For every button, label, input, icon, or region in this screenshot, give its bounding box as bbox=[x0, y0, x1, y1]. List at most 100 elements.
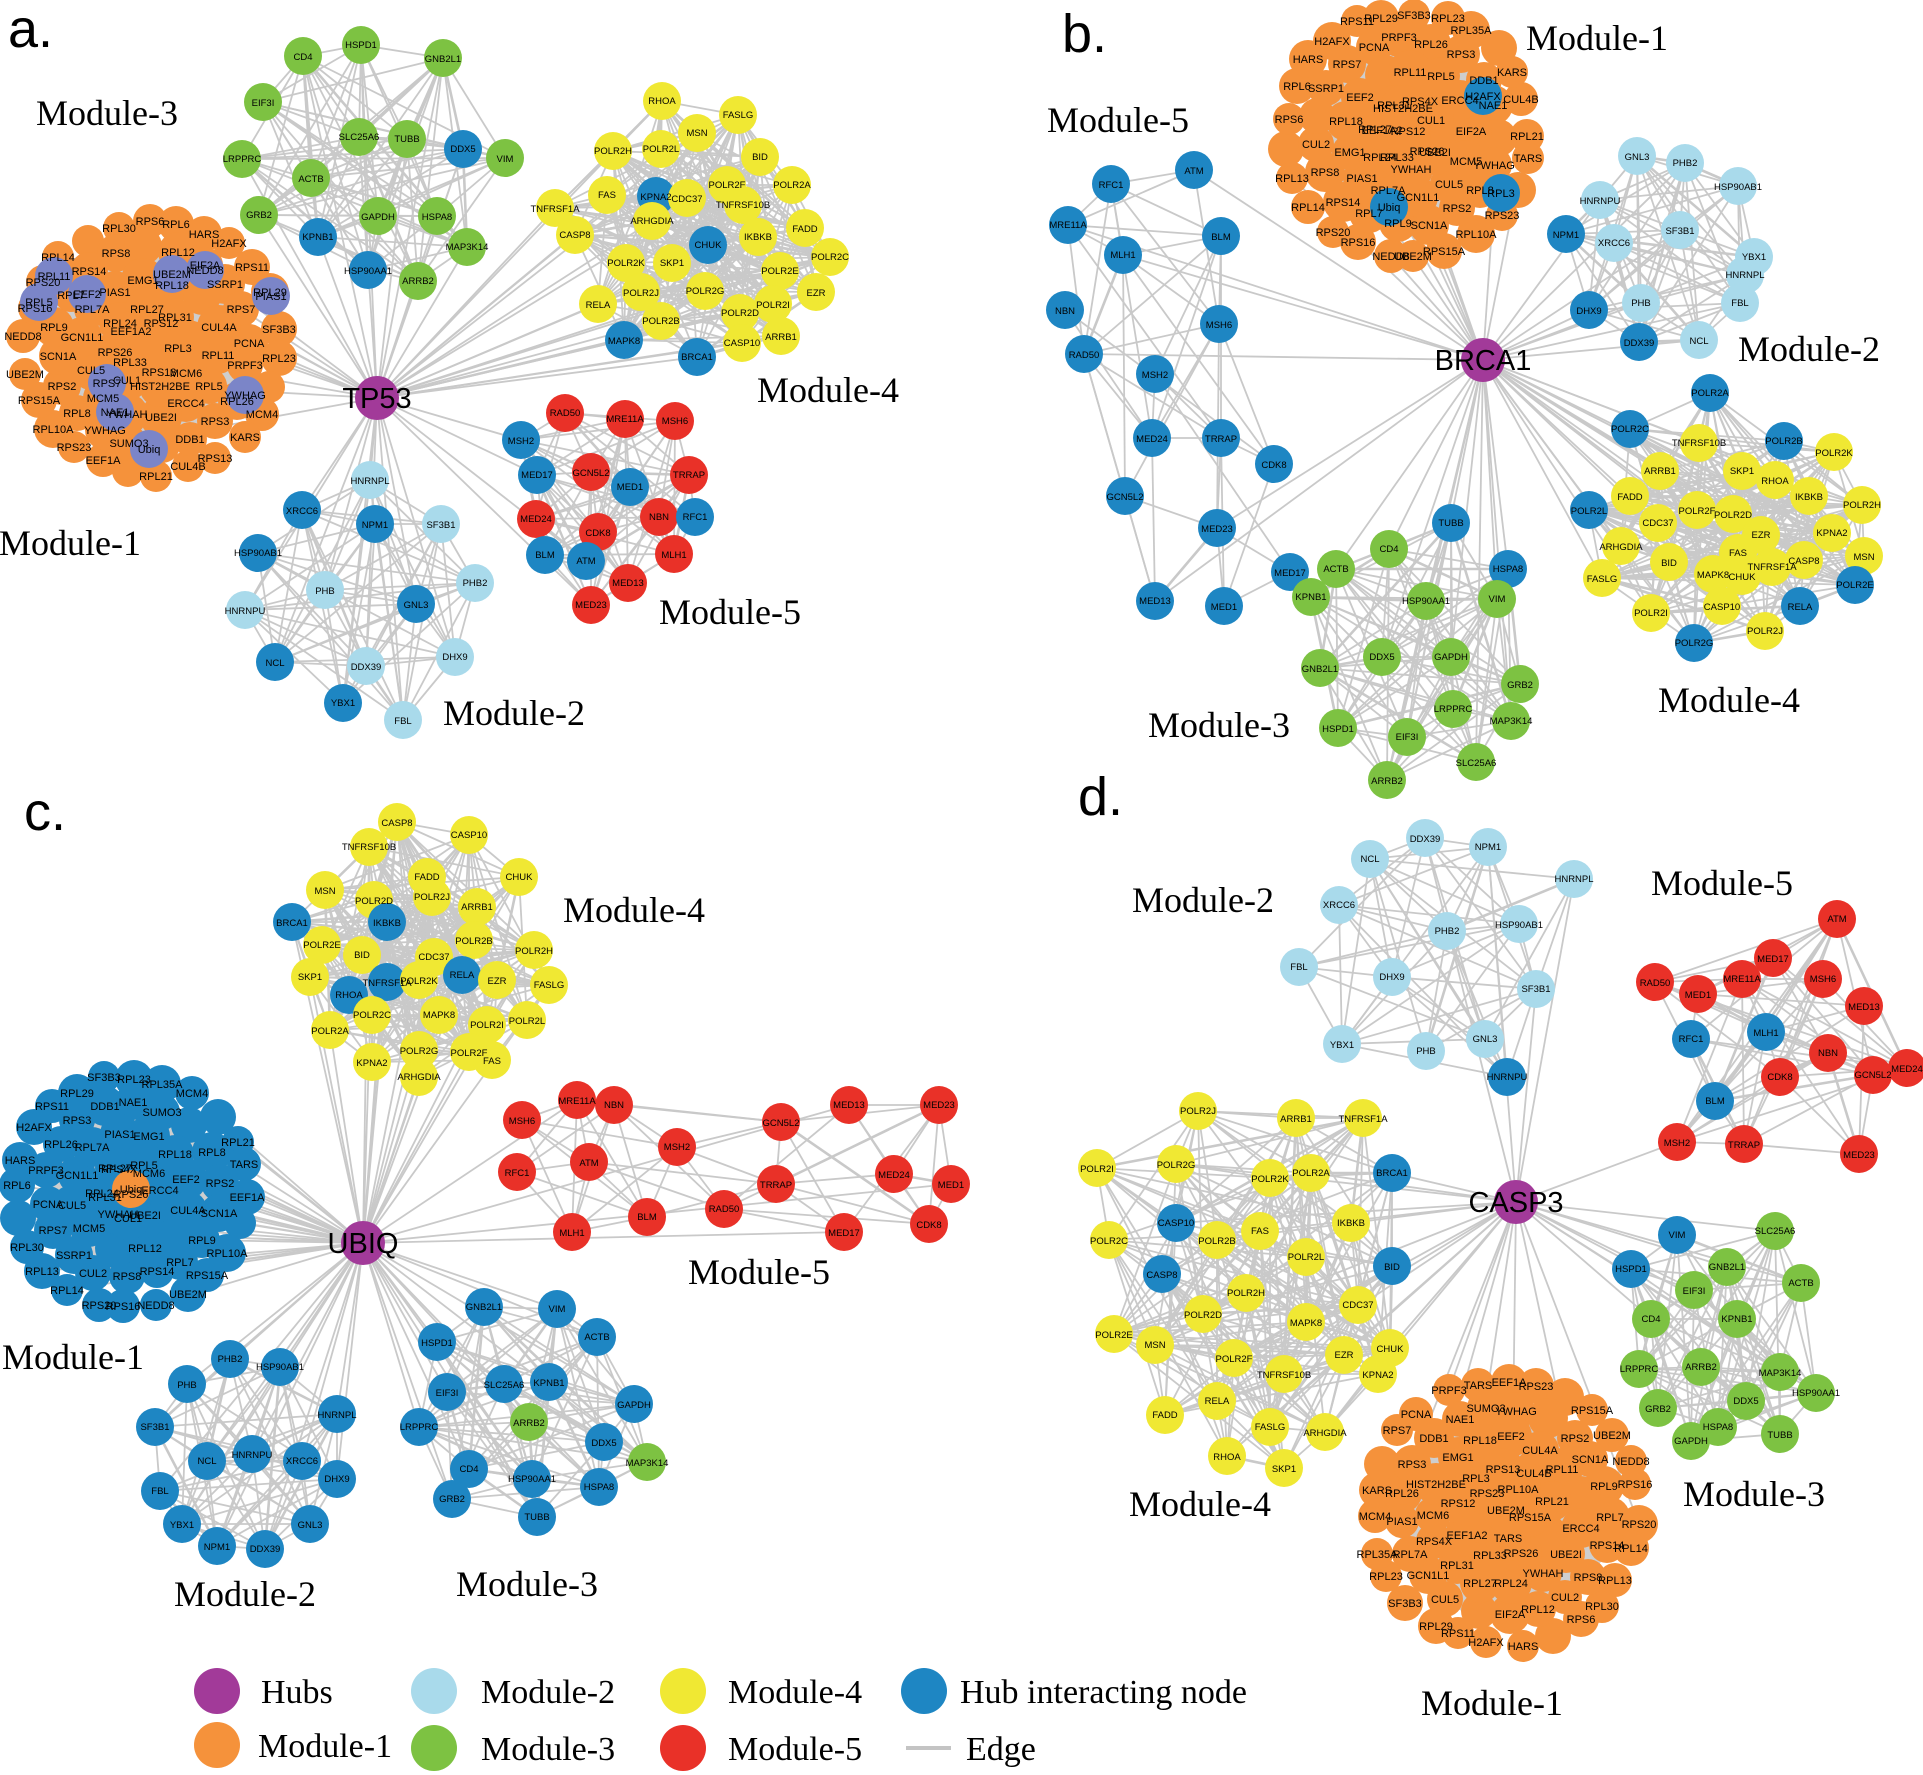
svg-text:POLR2J: POLR2J bbox=[1180, 1106, 1216, 1117]
svg-text:GNB2L1: GNB2L1 bbox=[1709, 1262, 1745, 1273]
svg-text:RPS15A: RPS15A bbox=[18, 395, 61, 407]
svg-text:EIF3I: EIF3I bbox=[1396, 732, 1419, 743]
svg-text:RPS3: RPS3 bbox=[201, 416, 230, 428]
svg-text:HNRNPU: HNRNPU bbox=[1580, 196, 1621, 207]
svg-text:FADD: FADD bbox=[792, 224, 817, 235]
svg-text:BID: BID bbox=[752, 152, 768, 163]
svg-text:XRCC6: XRCC6 bbox=[286, 506, 318, 517]
svg-text:DDB1: DDB1 bbox=[175, 434, 204, 446]
svg-text:RPS14: RPS14 bbox=[1590, 1540, 1625, 1552]
svg-text:RPS2: RPS2 bbox=[48, 381, 77, 393]
svg-text:SF3B3: SF3B3 bbox=[1388, 1598, 1422, 1610]
svg-text:POLR2H: POLR2H bbox=[1227, 1288, 1265, 1299]
svg-text:SSRP1: SSRP1 bbox=[1308, 83, 1344, 95]
svg-text:EZR: EZR bbox=[1335, 1350, 1354, 1361]
svg-text:Module-2: Module-2 bbox=[1738, 329, 1880, 369]
svg-text:CHUK: CHUK bbox=[506, 872, 534, 883]
svg-text:Module-4: Module-4 bbox=[728, 1674, 862, 1711]
svg-text:DDB1: DDB1 bbox=[1419, 1433, 1448, 1445]
svg-text:GCN1L1: GCN1L1 bbox=[61, 332, 104, 344]
svg-text:MAP3K14: MAP3K14 bbox=[1490, 716, 1533, 727]
svg-text:RPL6: RPL6 bbox=[1283, 81, 1311, 93]
svg-text:DHX9: DHX9 bbox=[324, 1474, 349, 1485]
svg-text:SUMO3: SUMO3 bbox=[109, 438, 148, 450]
svg-text:HNRNPL: HNRNPL bbox=[350, 476, 389, 487]
svg-text:RPL13: RPL13 bbox=[25, 1266, 59, 1278]
svg-text:NCL: NCL bbox=[1689, 336, 1708, 347]
svg-text:CD4: CD4 bbox=[459, 1464, 478, 1475]
svg-text:TRRAP: TRRAP bbox=[760, 1180, 792, 1191]
svg-text:RPS23: RPS23 bbox=[1519, 1381, 1554, 1393]
svg-text:RAD50: RAD50 bbox=[709, 1204, 740, 1215]
svg-text:RPL30: RPL30 bbox=[10, 1242, 44, 1254]
svg-text:ARRB2: ARRB2 bbox=[402, 276, 434, 287]
svg-text:CUL4A: CUL4A bbox=[170, 1205, 206, 1217]
svg-text:TNFRSF1A: TNFRSF1A bbox=[362, 978, 412, 989]
svg-text:MCM4: MCM4 bbox=[176, 1088, 208, 1100]
svg-text:Module-5: Module-5 bbox=[659, 592, 801, 632]
svg-text:MED23: MED23 bbox=[1843, 1150, 1875, 1161]
svg-text:SF3B1: SF3B1 bbox=[140, 1422, 169, 1433]
svg-text:TRRAP: TRRAP bbox=[673, 470, 705, 481]
svg-text:UBE2M: UBE2M bbox=[1593, 1430, 1631, 1442]
svg-text:RELA: RELA bbox=[450, 970, 475, 981]
svg-text:MCM6: MCM6 bbox=[1417, 1510, 1449, 1522]
svg-text:RPS20: RPS20 bbox=[1316, 227, 1351, 239]
svg-text:RPS11: RPS11 bbox=[35, 1101, 69, 1113]
svg-text:GRB2: GRB2 bbox=[1645, 1404, 1671, 1415]
svg-text:RPL31: RPL31 bbox=[1377, 100, 1411, 112]
svg-text:ATM: ATM bbox=[579, 1158, 598, 1169]
svg-text:PIAS1: PIAS1 bbox=[104, 1129, 135, 1141]
svg-text:MAPK8: MAPK8 bbox=[423, 1010, 455, 1021]
svg-text:RPL5: RPL5 bbox=[130, 1160, 158, 1172]
svg-text:POLR2C: POLR2C bbox=[1611, 424, 1649, 435]
svg-text:CDC37: CDC37 bbox=[671, 194, 702, 205]
svg-text:SKP1: SKP1 bbox=[660, 258, 684, 269]
svg-text:ATM: ATM bbox=[1184, 166, 1203, 177]
svg-text:RPS2: RPS2 bbox=[1561, 1433, 1590, 1445]
svg-text:RPL9: RPL9 bbox=[1384, 218, 1412, 230]
svg-text:RPS15A: RPS15A bbox=[1423, 246, 1466, 258]
svg-text:YWHAH: YWHAH bbox=[107, 409, 148, 421]
svg-text:Module-4: Module-4 bbox=[757, 370, 899, 410]
svg-text:RPL10A: RPL10A bbox=[207, 1248, 249, 1260]
svg-text:RPS16: RPS16 bbox=[18, 303, 53, 315]
svg-text:TNFRSF10B: TNFRSF10B bbox=[1257, 1370, 1311, 1381]
svg-text:RPS14: RPS14 bbox=[1326, 197, 1361, 209]
svg-text:NCL: NCL bbox=[265, 658, 284, 669]
svg-text:BRCA1: BRCA1 bbox=[1435, 345, 1532, 377]
svg-text:GAPDH: GAPDH bbox=[1674, 1436, 1708, 1447]
svg-text:RPS8: RPS8 bbox=[1311, 167, 1340, 179]
svg-text:RAD50: RAD50 bbox=[1640, 978, 1671, 989]
svg-text:RPL12: RPL12 bbox=[128, 1243, 162, 1255]
svg-text:PIAS1: PIAS1 bbox=[1386, 1516, 1417, 1528]
svg-text:SCN1A: SCN1A bbox=[1572, 1454, 1609, 1466]
svg-text:RPS6: RPS6 bbox=[136, 216, 165, 228]
svg-text:HARS: HARS bbox=[189, 229, 220, 241]
svg-text:Module-1: Module-1 bbox=[1421, 1683, 1563, 1723]
svg-text:FASLG: FASLG bbox=[723, 110, 754, 121]
svg-text:HNRNPL: HNRNPL bbox=[1725, 270, 1764, 281]
svg-text:CASP8: CASP8 bbox=[1146, 1270, 1177, 1281]
svg-text:Ubiq: Ubiq bbox=[120, 1184, 143, 1196]
svg-text:POLR2L: POLR2L bbox=[1288, 1252, 1324, 1263]
svg-text:MED24: MED24 bbox=[878, 1170, 910, 1181]
svg-text:HNRNPU: HNRNPU bbox=[225, 606, 266, 617]
svg-text:RPS14: RPS14 bbox=[140, 1266, 175, 1278]
svg-text:EMG1: EMG1 bbox=[1334, 147, 1365, 159]
svg-text:MCM5: MCM5 bbox=[87, 393, 119, 405]
svg-text:RPL21: RPL21 bbox=[1535, 1496, 1569, 1508]
svg-text:MED1: MED1 bbox=[617, 482, 643, 493]
svg-text:RPS3: RPS3 bbox=[63, 1115, 92, 1127]
svg-text:RPL35A: RPL35A bbox=[142, 1079, 184, 1091]
svg-text:TUBB: TUBB bbox=[524, 1512, 549, 1523]
svg-text:BID: BID bbox=[1661, 558, 1677, 569]
svg-text:RHOA: RHOA bbox=[648, 96, 676, 107]
svg-text:RPL12: RPL12 bbox=[161, 247, 195, 259]
svg-text:ARHGDIA: ARHGDIA bbox=[630, 216, 674, 227]
svg-text:Module-1: Module-1 bbox=[258, 1728, 392, 1765]
svg-text:CUL5: CUL5 bbox=[77, 365, 105, 377]
svg-text:RPL14: RPL14 bbox=[41, 252, 75, 264]
svg-text:CUL4A: CUL4A bbox=[1522, 1445, 1558, 1457]
svg-text:LRPPRC: LRPPRC bbox=[223, 154, 262, 165]
